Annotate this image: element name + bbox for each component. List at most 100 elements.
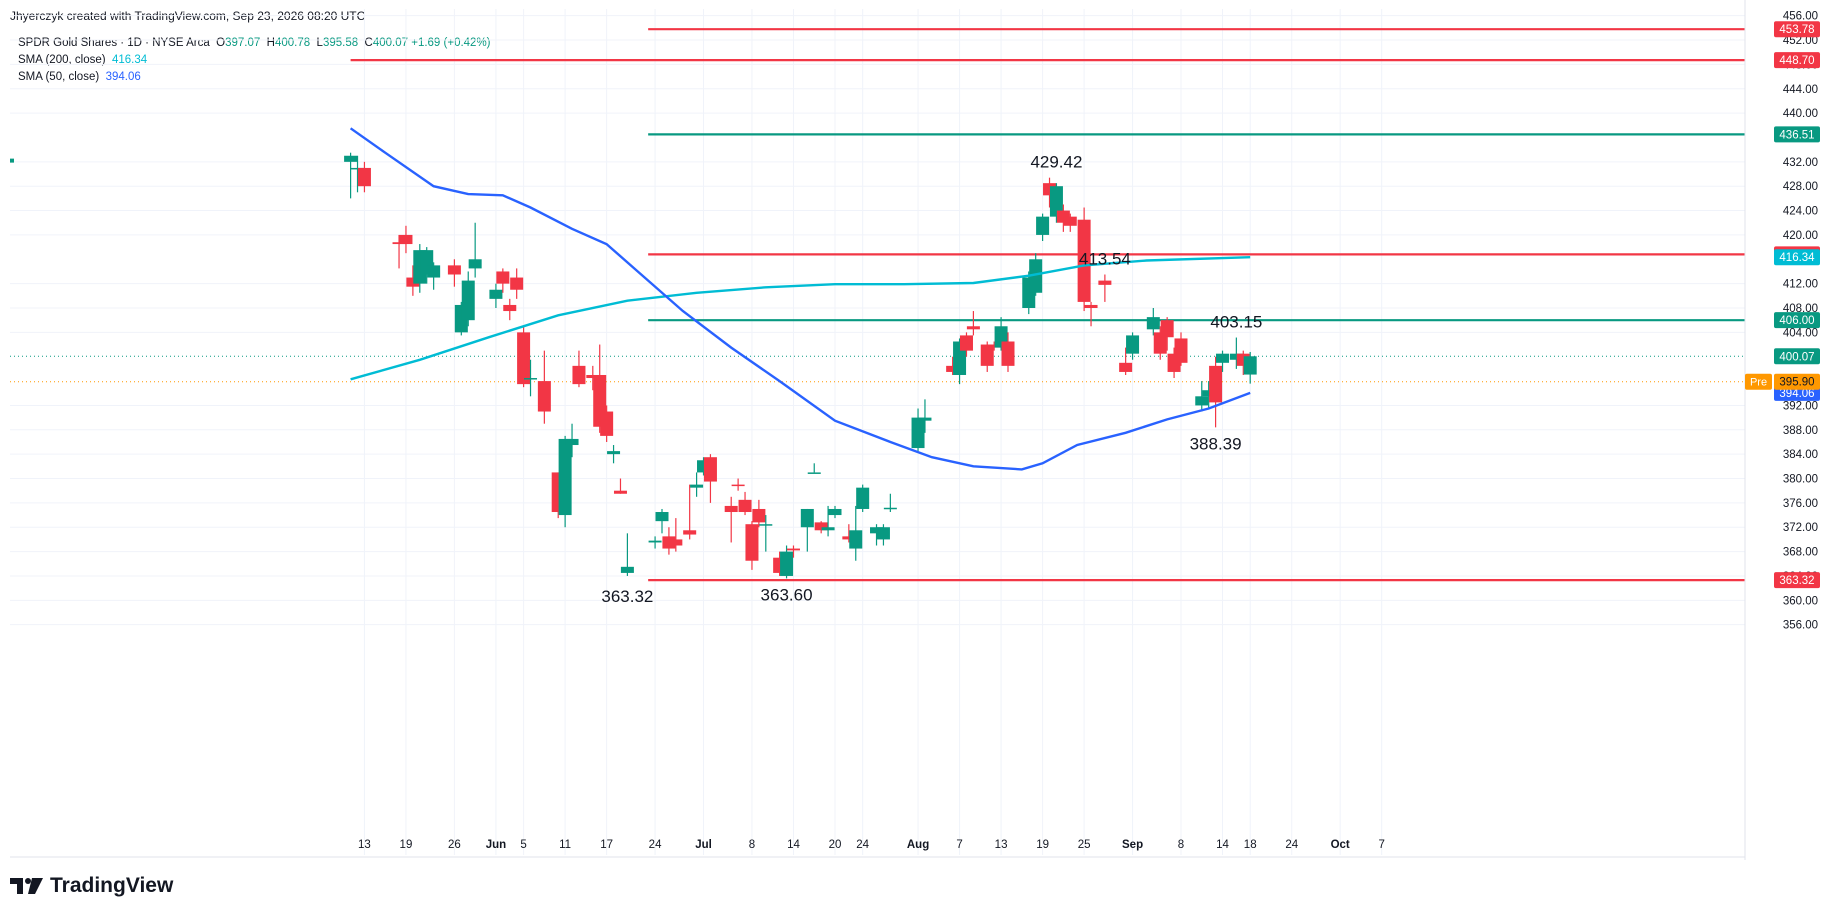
time-axis: 13 19 26 Jun 5 11 17 24 Jul 8 14 20 24 Aug 7 13 19 25 Sep 8… (10, 839, 1745, 858)
price-tag-text: 416.34 (1779, 252, 1815, 264)
candle (392, 234, 406, 269)
candle-body (1036, 216, 1050, 235)
level-price-tag-bg (1774, 52, 1820, 69)
y-tick-label: 428.00 (1783, 181, 1818, 193)
candle (946, 356, 960, 375)
moving-averages (349, 127, 1251, 471)
x-tick-label: 24 (1285, 839, 1298, 851)
price-annotation: 413.54 (1079, 249, 1131, 268)
x-tick-label: Sep (1122, 839, 1143, 851)
candle-body (510, 277, 524, 290)
candle (1036, 213, 1050, 242)
price-tag-bg (1774, 249, 1820, 266)
candle (683, 484, 697, 540)
y-tick-label: 412.00 (1783, 279, 1818, 291)
candle (503, 298, 517, 321)
candle (800, 508, 814, 552)
y-tick-label: 384.00 (1783, 449, 1818, 461)
candle (1126, 332, 1140, 360)
x-tick-label: 24 (649, 839, 662, 851)
candle-body (406, 277, 420, 287)
pre-market-value: 395.90 (1779, 377, 1814, 389)
y-tick-label: 368.00 (1783, 547, 1818, 559)
candle-body (1098, 280, 1112, 285)
candle (468, 222, 482, 278)
candle-body (800, 508, 814, 528)
candle (406, 265, 420, 296)
candle (607, 445, 621, 464)
sma50-legend-row[interactable]: SMA (50, close) 394.06 (18, 69, 491, 86)
x-tick-label: Aug (907, 839, 929, 851)
candle (821, 505, 835, 537)
candle-body (648, 540, 662, 543)
candle-body (1126, 335, 1140, 354)
level-price-tag: 406.00 (1774, 312, 1820, 329)
candle (586, 365, 600, 391)
candle-body (558, 438, 572, 516)
candle-body (351, 167, 365, 170)
candle-body (537, 381, 551, 412)
candle-body (1229, 353, 1243, 360)
sma200-label: SMA (200, close) (18, 54, 106, 66)
candle-body (856, 487, 870, 509)
candle-body (1001, 341, 1015, 366)
candle-body (468, 259, 482, 269)
y-tick-label: 408.00 (1783, 303, 1818, 315)
candle (842, 524, 856, 543)
left-edge-marker (10, 158, 14, 163)
candle (849, 505, 863, 561)
candle (883, 493, 897, 513)
candle-body (565, 438, 579, 446)
candle (344, 152, 358, 199)
y-tick-label: 452.00 (1783, 35, 1818, 47)
x-tick-label: Jun (486, 839, 506, 851)
candle (1063, 213, 1077, 232)
candle-body (399, 234, 413, 245)
candle-body (759, 524, 773, 526)
sma200-legend-row[interactable]: SMA (200, close) 416.34 (18, 52, 491, 69)
grid-lines (10, 9, 1745, 855)
candle-body (496, 271, 510, 284)
price-annotation: 363.60 (761, 585, 813, 604)
candle (911, 408, 925, 452)
x-tick-label: 7 (1378, 839, 1384, 851)
price-annotation: 363.32 (601, 587, 653, 606)
sma50-value: 394.06 (105, 71, 141, 83)
candle (807, 463, 821, 474)
candle (669, 518, 683, 552)
y-tick-label: 356.00 (1783, 620, 1818, 632)
candle-body (959, 335, 973, 351)
candle (399, 225, 413, 254)
level-price-tag: 448.70 (1774, 52, 1820, 69)
candle (489, 283, 503, 308)
candle (1077, 207, 1091, 312)
candle-body (883, 507, 897, 510)
candle-body (1049, 186, 1063, 217)
x-tick-label: 25 (1078, 839, 1091, 851)
candle-body (489, 289, 503, 299)
candle (496, 268, 510, 293)
pre-market-prefix: Pre (1750, 377, 1767, 389)
candle (524, 359, 538, 397)
candle (510, 268, 524, 299)
candle-body (876, 527, 890, 540)
candle-body (731, 484, 745, 487)
candle (876, 524, 890, 546)
candle-body (613, 490, 627, 494)
candle (690, 472, 704, 497)
candle-body (1077, 219, 1091, 302)
candle-body (586, 374, 600, 379)
candle-body (572, 365, 586, 385)
candle-body (524, 378, 538, 380)
x-tick-label: 19 (1036, 839, 1049, 851)
candle (828, 505, 842, 519)
y-tick-label: 376.00 (1783, 498, 1818, 510)
candle-body (703, 457, 717, 482)
candle-body (814, 522, 828, 531)
x-tick-label: 5 (520, 839, 526, 851)
candle-body (1084, 304, 1098, 308)
price-tag: 416.34 (1774, 249, 1820, 266)
level-price-tag: 363.32 (1774, 572, 1820, 589)
candle (572, 350, 586, 388)
